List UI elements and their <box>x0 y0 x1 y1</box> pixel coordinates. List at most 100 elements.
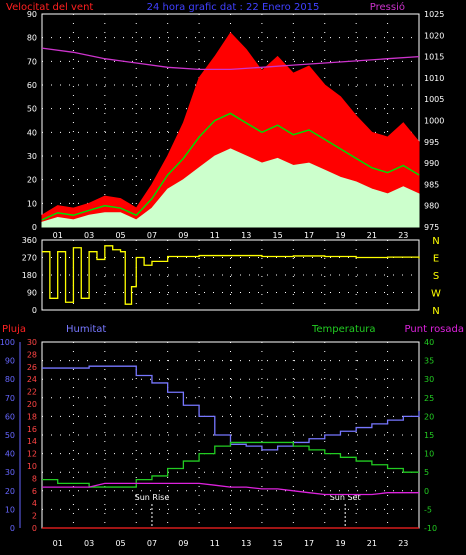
compass-letter: W <box>431 289 441 300</box>
x-tick-label: 11 <box>210 539 220 548</box>
y-tick-label: 985 <box>424 180 439 189</box>
y-tick-label: 40 <box>5 450 15 459</box>
x-tick-label: 15 <box>273 231 283 240</box>
humidity-label: Humitat <box>66 324 106 335</box>
series-dewpoint <box>42 482 419 496</box>
pressure-label: Pressió <box>370 1 405 13</box>
x-tick-label: 09 <box>178 231 188 240</box>
x-tick-label: 05 <box>115 539 125 548</box>
y-tick-label: 0 <box>32 524 37 533</box>
y-tick-label: 80 <box>27 34 37 43</box>
wind-series <box>41 32 420 228</box>
y-tick-label: 8 <box>32 474 37 483</box>
y-tick-label: 25 <box>424 394 434 403</box>
x-tick-label: 23 <box>398 231 408 240</box>
temperature-panel: Pluja Humitat Temperatura Punt rosada 01… <box>0 324 464 548</box>
y-tick-label: 60 <box>5 412 15 421</box>
compass-letter: S <box>433 271 439 282</box>
y-tick-label: 26 <box>27 363 37 372</box>
y-tick-label: 12 <box>27 450 37 459</box>
direction-panel-frame <box>41 239 420 311</box>
y-tick-label: 6 <box>32 487 37 496</box>
y-tick-label: 10 <box>27 462 37 471</box>
y-tick-label: 30 <box>27 338 37 347</box>
y-tick-label: 22 <box>27 388 37 397</box>
compass-letter: N <box>432 306 439 317</box>
wind-x-ticks: 01 03 05 07 09 11 13 15 17 19 21 23 <box>53 231 409 240</box>
y-tick-label: 14 <box>27 437 37 446</box>
x-tick-label: 03 <box>84 539 94 548</box>
x-tick-label: 15 <box>273 539 283 548</box>
sun-annotation: Sun Rise <box>135 493 170 502</box>
y-tick-label: 90 <box>27 10 37 19</box>
x-tick-label: 09 <box>178 539 188 548</box>
y-tick-label: 0 <box>424 487 429 496</box>
y-tick-label: 30 <box>5 468 15 477</box>
wind-left-ticks: 0 10 20 30 40 50 60 70 80 90 <box>27 10 37 232</box>
chart-title: 24 hora grafic dat : 22 Enero 2015 <box>147 2 320 13</box>
compass-letter: E <box>433 254 439 265</box>
y-tick-label: 24 <box>27 375 37 384</box>
y-tick-label: 90 <box>5 357 15 366</box>
y-tick-label: 90 <box>27 289 37 298</box>
y-tick-label: 995 <box>424 138 439 147</box>
series-pressure <box>41 47 420 71</box>
x-tick-label: 13 <box>241 231 251 240</box>
x-tick-label: 07 <box>147 539 157 548</box>
x-tick-label: 21 <box>367 231 377 240</box>
wind-speed-label: Velocitat del vent <box>6 2 93 13</box>
y-tick-label: 360 <box>22 236 37 245</box>
y-tick-label: 0 <box>10 524 15 533</box>
series-speed <box>41 148 420 228</box>
y-tick-label: 50 <box>27 105 37 114</box>
x-tick-label: 17 <box>304 231 314 240</box>
y-tick-label: 20 <box>5 487 15 496</box>
y-tick-label: 270 <box>22 254 37 263</box>
x-tick-label: 13 <box>241 539 251 548</box>
y-tick-label: -5 <box>424 505 432 514</box>
y-tick-label: 1000 <box>424 117 444 126</box>
y-tick-label: -10 <box>424 524 437 533</box>
y-tick-label: 70 <box>27 57 37 66</box>
x-tick-label: 01 <box>53 539 63 548</box>
y-tick-label: 10 <box>424 450 434 459</box>
y-tick-label: 20 <box>27 400 37 409</box>
y-tick-label: 0 <box>32 306 37 315</box>
y-tick-label: 990 <box>424 159 439 168</box>
wind-pressure-panel: 24 hora grafic dat : 22 Enero 2015 Veloc… <box>6 1 444 240</box>
series-average-overlay <box>41 112 420 221</box>
y-tick-label: 16 <box>27 425 37 434</box>
dewpoint-label: Punt rosada <box>405 324 464 335</box>
temperature-ticks: -10 -5 0 5 10 15 20 25 30 35 40 <box>424 338 437 533</box>
y-tick-label: 70 <box>5 394 15 403</box>
x-tick-label: 01 <box>53 231 63 240</box>
x-tick-label: 19 <box>335 231 345 240</box>
y-tick-label: 0 <box>32 223 37 232</box>
y-tick-label: 5 <box>424 468 429 477</box>
y-tick-label: 10 <box>27 199 37 208</box>
series-direction <box>42 245 420 305</box>
y-tick-label: 50 <box>5 431 15 440</box>
y-tick-label: 980 <box>424 202 439 211</box>
pressure-right-ticks: 975 980 985 990 995 1000 1005 1010 1015 1020 1025 <box>424 10 444 232</box>
series-temperature <box>42 441 419 488</box>
y-tick-label: 1010 <box>424 74 444 83</box>
y-tick-label: 15 <box>424 431 434 440</box>
y-tick-label: 1005 <box>424 95 444 104</box>
y-tick-label: 4 <box>32 499 37 508</box>
x-tick-label: 11 <box>210 231 220 240</box>
y-tick-label: 180 <box>22 271 37 280</box>
rain-ticks: 0 10 20 30 40 50 60 70 80 90 100 <box>0 338 15 533</box>
y-tick-label: 35 <box>424 357 434 366</box>
y-tick-label: 80 <box>5 375 15 384</box>
y-tick-label: 40 <box>27 128 37 137</box>
y-tick-label: 1025 <box>424 10 444 19</box>
temp-series <box>42 365 420 529</box>
x-tick-label: 17 <box>304 539 314 548</box>
x-tick-label: 23 <box>398 539 408 548</box>
sun-annotations: Sun Rise Sun Set <box>135 493 361 528</box>
direction-series <box>42 245 420 305</box>
